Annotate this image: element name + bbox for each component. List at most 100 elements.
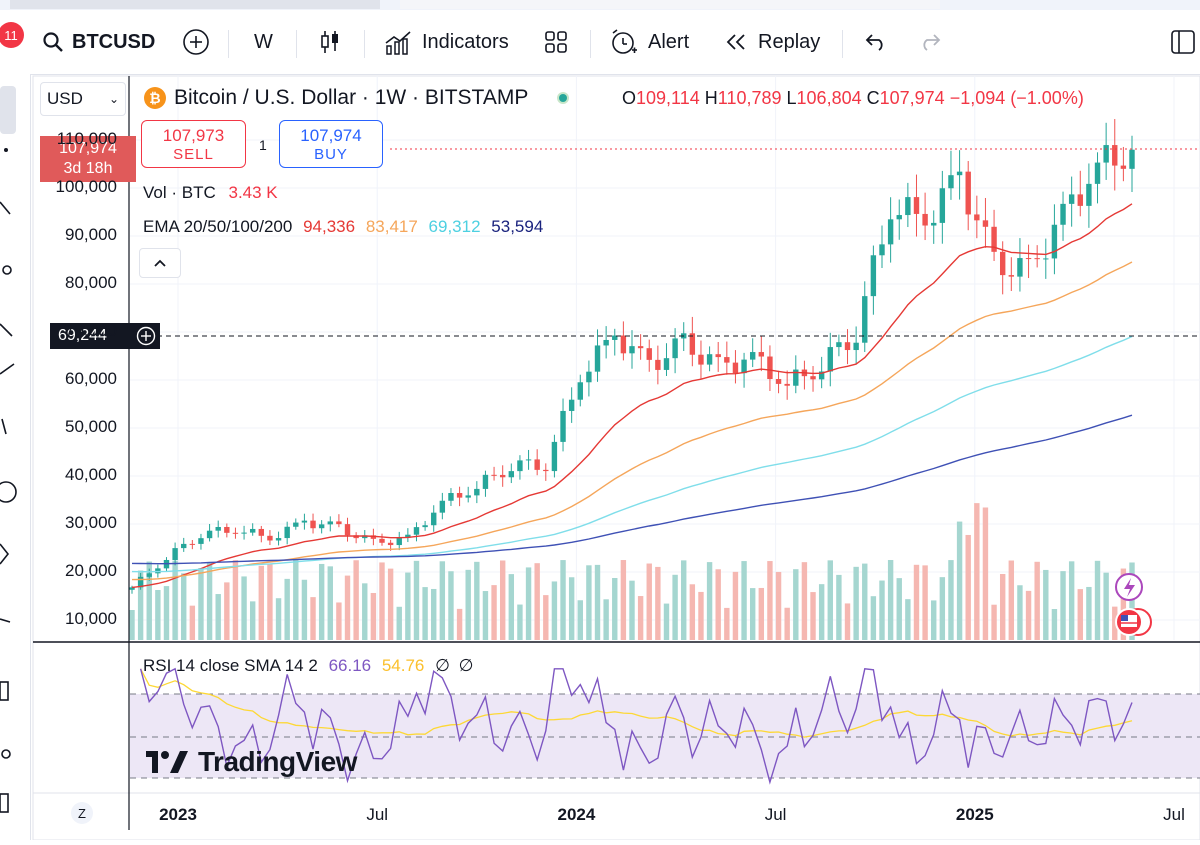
ema-100-line [131, 335, 1133, 573]
notification-badge[interactable]: 11 [0, 22, 24, 48]
volume-bar [482, 591, 489, 640]
candle-body [1060, 203, 1066, 225]
collapse-legend-button[interactable] [139, 248, 181, 278]
candle-body [1103, 145, 1109, 163]
candle-body [482, 474, 489, 489]
candle-body [913, 197, 920, 214]
volume-bar [206, 562, 213, 640]
volume-bar [422, 587, 428, 640]
volume-bar [870, 596, 877, 640]
bitcoin-logo-icon: ₿ [144, 87, 166, 109]
rewind-icon [726, 34, 745, 50]
volume-bar [844, 603, 851, 640]
symbol-search[interactable]: BTCUSD [42, 24, 155, 60]
undo-icon [865, 34, 883, 51]
interval-button[interactable]: W [254, 30, 273, 53]
price-tick-label: 40,000 [65, 465, 117, 484]
time-tick-label: Jul [1163, 805, 1185, 824]
browser-tab[interactable] [400, 0, 940, 9]
candle-body [448, 493, 454, 501]
indicators-label: Indicators [422, 30, 509, 53]
layout-button[interactable] [544, 24, 568, 60]
symbol-legend[interactable]: ₿ Bitcoin / U.S. Dollar · 1W · BITSTAMP [143, 86, 570, 110]
volume-bar [232, 560, 239, 640]
undo-button[interactable] [864, 24, 888, 60]
sell-button[interactable]: 107,973 SELL [141, 120, 246, 168]
candle-body [327, 521, 333, 525]
redo-button[interactable] [918, 24, 942, 60]
indicators-button[interactable]: Indicators [384, 24, 509, 60]
candle-body [956, 171, 963, 176]
timezone-button[interactable]: Z [71, 802, 93, 824]
candle-body [939, 188, 946, 223]
candle-body [474, 488, 480, 496]
price-tick-label: 100,000 [55, 177, 117, 196]
compare-symbol-button[interactable] [182, 24, 210, 60]
candle-body [706, 354, 713, 365]
candle-body [1112, 145, 1118, 166]
ema-50-line [131, 261, 1133, 581]
volume-bar [517, 604, 523, 640]
volume-bar [1043, 569, 1049, 640]
currency-selector[interactable]: USD ⌄ [40, 82, 126, 116]
layout-toggle-button[interactable] [1170, 24, 1196, 60]
candle-body [905, 197, 911, 216]
chart-type-button[interactable] [318, 24, 342, 60]
candle-body [517, 460, 523, 472]
ema-20-line [131, 203, 1133, 589]
candle-body [862, 296, 868, 343]
candle-body [525, 459, 532, 461]
volume-bar [267, 564, 273, 640]
volume-bar [1129, 562, 1135, 640]
rsi-legend[interactable]: RSI 14 close SMA 14 2 66.16 54.76 ∅ ∅ [143, 656, 473, 676]
toolbar-divider [590, 30, 591, 58]
candle-body [172, 548, 178, 560]
volume-bar [879, 580, 885, 640]
candle-body [379, 538, 385, 543]
tradingview-logo[interactable]: TradingView [146, 746, 357, 778]
candle-body [836, 342, 842, 348]
candle-body [249, 528, 256, 533]
sell-price: 107,973 [162, 126, 225, 145]
candle-body [810, 376, 816, 380]
candle-body [853, 342, 859, 351]
volume-bar [749, 588, 756, 640]
candle-body [456, 493, 463, 498]
volume-bar [413, 560, 420, 640]
sell-label: SELL [173, 146, 214, 163]
chevron-down-icon: ⌄ [108, 92, 119, 106]
candle-body [318, 524, 325, 529]
volume-bar [586, 565, 592, 640]
candle-body [775, 379, 782, 384]
volume-bar [534, 563, 540, 640]
volume-bar [465, 569, 471, 640]
price-tick-label: 10,000 [65, 609, 117, 628]
currency-label: USD [47, 89, 83, 108]
volume-legend[interactable]: Vol · BTC 3.43 K [143, 183, 278, 203]
volume-bar [818, 584, 825, 640]
close-value: 107,974 [879, 88, 945, 108]
candle-body [181, 543, 187, 549]
ema-legend[interactable]: EMA 20/50/100/200 94,336 83,417 69,312 5… [143, 217, 543, 237]
volume-bar [620, 560, 627, 640]
panel-icon [1171, 30, 1195, 54]
candle-body [948, 175, 954, 189]
buy-button[interactable]: 107,974 BUY [279, 120, 383, 168]
add-alert-plus-icon[interactable] [136, 326, 156, 346]
alert-button[interactable]: Alert [610, 24, 689, 60]
volume-bar [862, 563, 868, 640]
market-status-icon [557, 92, 570, 104]
volume-bar [655, 566, 661, 640]
replay-button[interactable]: Replay [724, 24, 820, 60]
volume-bar [568, 577, 575, 640]
candle-body [637, 346, 644, 349]
volume-bar [715, 569, 721, 640]
ema-200-line [131, 414, 1133, 565]
candle-body [663, 358, 670, 370]
candle-body [896, 215, 902, 220]
redo-icon [923, 34, 941, 51]
browser-tab[interactable] [10, 0, 380, 9]
candle-body [844, 342, 851, 351]
toolbar-divider [296, 30, 297, 58]
